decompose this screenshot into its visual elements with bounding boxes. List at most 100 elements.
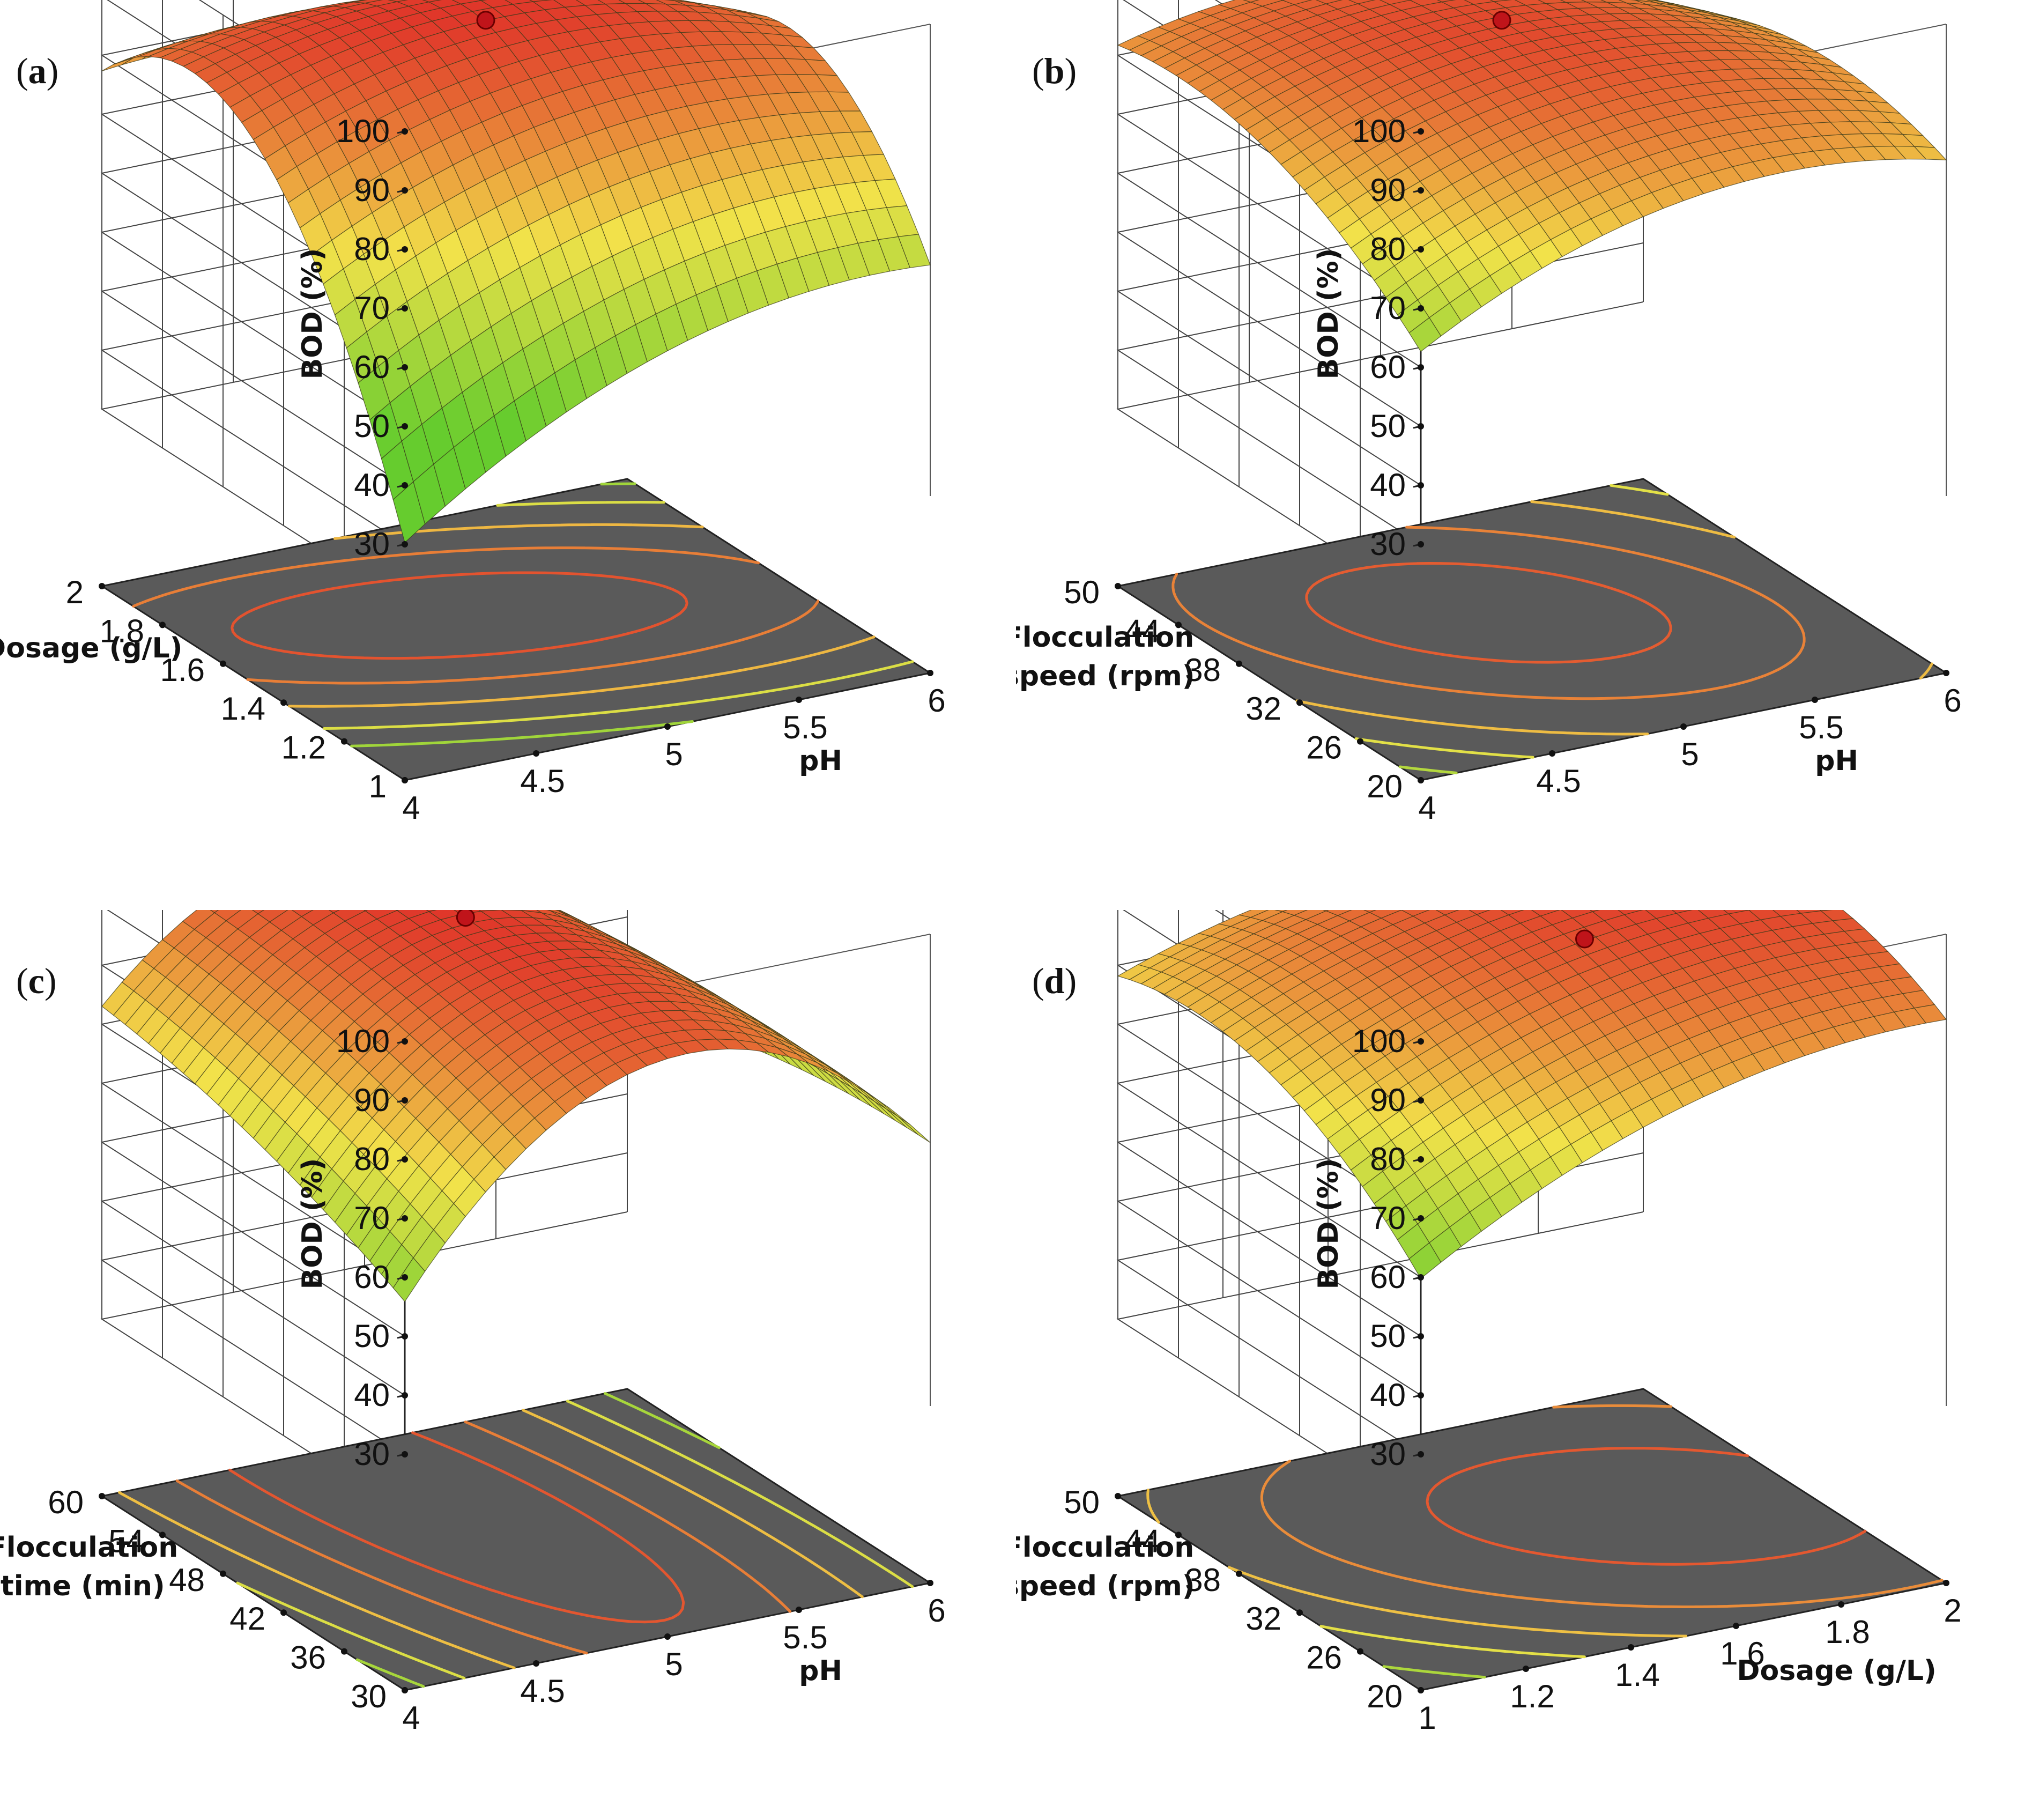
- response-surface: [1117, 0, 1947, 352]
- x-tick-label: 4.5: [520, 1673, 565, 1709]
- x-tick-dot: [533, 1660, 539, 1667]
- x-tick-dot: [1943, 1580, 1949, 1586]
- y-tick-label: 20: [1367, 768, 1403, 804]
- surface-cell: [210, 910, 219, 913]
- x-tick-label: 4: [402, 790, 420, 826]
- x-tick-dot: [796, 697, 802, 703]
- y-tick-dot: [220, 1570, 226, 1577]
- x-tick-label: 2: [1944, 1593, 1961, 1629]
- chart-b: 30 40 50 60 70 80 90 100 BOD (%) 4 4.5 5 5.5 6 pH 20 26 3…: [1016, 0, 1962, 826]
- z-tick-dot: [402, 423, 408, 430]
- x-tick-label: 1.6: [1720, 1636, 1764, 1671]
- y-tick-label: 60: [48, 1484, 84, 1520]
- x-axis-title: pH: [799, 745, 842, 777]
- y-tick-dot: [402, 1687, 408, 1693]
- z-axis-title: BOD (%): [1312, 248, 1345, 380]
- x-tick-dot: [1733, 1623, 1739, 1629]
- z-tick-label: 50: [354, 408, 390, 444]
- y-tick-dot: [280, 699, 287, 706]
- z-tick-label: 80: [1370, 1141, 1406, 1177]
- z-tick-dot: [1418, 1097, 1424, 1104]
- z-tick-dot: [402, 1097, 408, 1104]
- z-tick-dot: [402, 1333, 408, 1340]
- y-axis-title: speed (rpm): [1016, 660, 1195, 692]
- contour-line: [228, 1431, 685, 1624]
- contour-line: [1146, 1489, 1688, 1638]
- chart-d: 30 40 50 60 70 80 90 100 BOD (%) 1 1.2 1.4 1.6 1.8 2Do…: [1016, 910, 1962, 1736]
- y-tick-label: 38: [1185, 1562, 1221, 1598]
- x-tick-label: 1.8: [1825, 1614, 1870, 1650]
- contour-line: [231, 571, 688, 660]
- y-tick-dot: [1236, 1570, 1242, 1577]
- y-tick-label: 50: [1064, 1484, 1100, 1520]
- surface-cell: [1469, 910, 1491, 915]
- y-axis-title: Dosage (g/L): [0, 632, 182, 664]
- z-tick-dot: [1418, 1274, 1424, 1281]
- y-tick-label: 1: [369, 768, 387, 804]
- z-tick-label: 70: [1370, 290, 1406, 326]
- panel-c: 30 40 50 60 70 80 90 100 BOD (%) 4 4.5 5 5.5 6 pH 30 36 4…: [0, 910, 1016, 1820]
- x-tick-dot: [796, 1607, 802, 1613]
- x-tick-dot: [1680, 723, 1687, 730]
- z-tick-dot: [1418, 1392, 1424, 1399]
- contour-line: [118, 1409, 864, 1669]
- z-axis-title: BOD (%): [296, 248, 329, 380]
- surface-cell: [101, 57, 134, 71]
- z-tick-label: 40: [354, 467, 390, 503]
- contour-line: [1382, 1665, 1486, 1679]
- optimum-point: [456, 910, 475, 927]
- y-tick-label: 1.6: [160, 652, 205, 688]
- y-tick-dot: [402, 777, 408, 783]
- x-tick-label: 5.5: [1799, 709, 1843, 745]
- surface-cell: [898, 234, 931, 268]
- panel-a: 30 40 50 60 70 80 90 100 BOD (%) 4 4.5 5 5.5 6 pH 1 1.2 1…: [0, 0, 1016, 910]
- contour-line: [1295, 500, 1933, 736]
- z-tick-dot: [402, 1156, 408, 1163]
- y-tick-label: 26: [1306, 730, 1342, 766]
- chart-c: 30 40 50 60 70 80 90 100 BOD (%) 4 4.5 5 5.5 6 pH 30 36 4…: [0, 910, 946, 1736]
- z-tick-label: 90: [354, 172, 390, 208]
- z-tick-label: 30: [1370, 526, 1406, 562]
- x-tick-dot: [1549, 750, 1555, 757]
- contour-lines: [1146, 1404, 1944, 1679]
- x-tick-label: 5.5: [783, 1619, 827, 1655]
- panel-d: 30 40 50 60 70 80 90 100 BOD (%) 1 1.2 1.4 1.6 1.8 2 Do…: [1016, 910, 2032, 1820]
- z-tick-label: 70: [354, 290, 390, 326]
- z-tick-label: 100: [1352, 113, 1406, 149]
- x-tick-label: 6: [1944, 683, 1961, 719]
- z-tick-label: 60: [1370, 349, 1406, 385]
- x-tick-label: 5: [665, 1646, 683, 1682]
- contour-line: [1426, 1447, 1867, 1566]
- panel-label: (a): [16, 50, 58, 91]
- z-tick-label: 100: [336, 1023, 390, 1059]
- contour-line: [1171, 526, 1806, 700]
- y-tick-label: 44: [1124, 1523, 1160, 1559]
- y-axis-title: Flocculation: [0, 1532, 178, 1564]
- y-tick-label: 26: [1306, 1640, 1342, 1676]
- surface-cell: [1914, 146, 1947, 160]
- x-axis-title: Dosage (g/L): [1737, 1655, 1936, 1687]
- y-tick-dot: [1175, 622, 1182, 628]
- y-tick-label: 36: [290, 1640, 326, 1676]
- contour-line: [1398, 765, 1458, 774]
- surface-cell: [1363, 910, 1377, 913]
- y-tick-label: 32: [1245, 1601, 1281, 1637]
- x-tick-dot: [1838, 1601, 1844, 1608]
- surface-cell: [252, 910, 265, 914]
- y-tick-label: 42: [229, 1601, 265, 1637]
- z-tick-dot: [1418, 1038, 1424, 1045]
- y-tick-dot: [1236, 660, 1242, 667]
- contour-floor: [1116, 478, 1948, 781]
- y-tick-dot: [1418, 1687, 1424, 1693]
- x-tick-label: 1.4: [1615, 1657, 1659, 1693]
- y-tick-dot: [1175, 1532, 1182, 1538]
- z-tick-label: 40: [1370, 467, 1406, 503]
- y-tick-label: 38: [1185, 652, 1221, 688]
- y-tick-dot: [99, 583, 105, 589]
- panel-label: (d): [1032, 960, 1077, 1001]
- z-tick-dot: [402, 1451, 408, 1458]
- z-tick-dot: [402, 364, 408, 371]
- optimum-point: [1575, 929, 1594, 949]
- z-tick-label: 60: [1370, 1259, 1406, 1295]
- z-tick-label: 50: [1370, 408, 1406, 444]
